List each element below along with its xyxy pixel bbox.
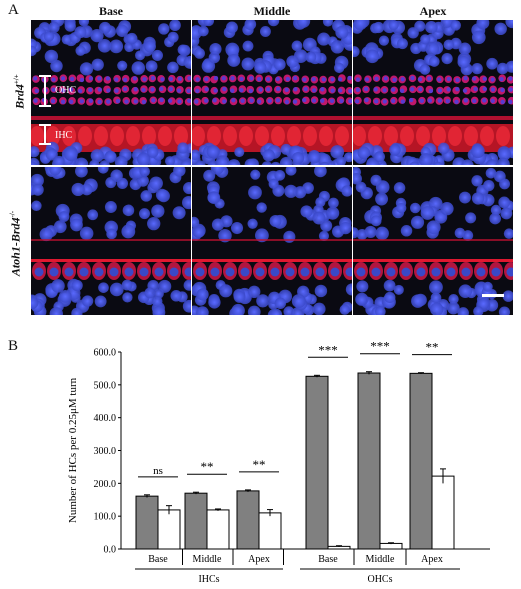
ohc-annotation: OHC xyxy=(55,85,76,96)
y-tick-label: 300.0 xyxy=(94,446,117,457)
y-tick-label: 200.0 xyxy=(94,479,117,490)
bar xyxy=(305,375,329,550)
significance-label: *** xyxy=(318,342,338,357)
y-tick-label: 400.0 xyxy=(94,413,117,424)
bar xyxy=(431,475,455,550)
row-label-knockout: Atoh1-Brd4-/- xyxy=(9,194,24,294)
y-tick-label: 100.0 xyxy=(94,512,117,523)
region-brackets: OHC IHC xyxy=(39,75,76,145)
row-label-wildtype: Brd4+/+ xyxy=(13,62,28,122)
significance-label: ** xyxy=(253,457,266,472)
category-label: Apex xyxy=(421,554,443,565)
row-label-knockout-genotype: -/- xyxy=(8,210,17,218)
micrograph-ko-middle xyxy=(192,167,352,315)
significance-label: *** xyxy=(370,339,390,354)
y-axis-label: Number of HCs per 0.25μM turn xyxy=(67,377,79,523)
category-label: Base xyxy=(148,554,168,565)
micrograph-ko-base xyxy=(31,167,191,315)
bar xyxy=(236,490,260,550)
category-label: Middle xyxy=(366,554,395,565)
bar xyxy=(258,512,282,550)
bar xyxy=(409,372,433,550)
row-label-wildtype-genotype: +/+ xyxy=(12,74,21,85)
scale-bar xyxy=(482,294,504,297)
column-label-middle: Middle xyxy=(253,4,291,18)
micrograph-wt-middle xyxy=(192,20,352,165)
significance-label: ** xyxy=(201,459,214,474)
ihc-annotation: IHC xyxy=(55,130,73,141)
bar xyxy=(184,492,208,550)
row-label-wildtype-text: Brd4 xyxy=(12,84,27,109)
column-label-apex: Apex xyxy=(419,4,447,18)
bar xyxy=(206,509,230,550)
bar xyxy=(135,495,159,550)
y-tick-label: 0.0 xyxy=(104,545,117,556)
category-label: Base xyxy=(318,554,338,565)
group-label-ihcs: IHCs xyxy=(198,574,219,585)
column-label-base: Base xyxy=(99,4,123,18)
micrograph-ko-apex xyxy=(353,167,513,315)
row-label-knockout-text: Atoh1-Brd4 xyxy=(8,217,23,277)
category-label: Apex xyxy=(248,554,270,565)
panel-a-letter: A xyxy=(8,2,19,18)
micrograph-wt-base xyxy=(31,20,191,165)
panel-b-letter: B xyxy=(8,338,19,354)
y-tick-label: 500.0 xyxy=(94,380,117,391)
hair-cell-count-chart: 0.0 100.0 200.0 300.0 400.0 500.0 600.0 Number … xyxy=(67,339,490,585)
bar xyxy=(379,542,403,550)
micrograph-wt-apex xyxy=(353,20,513,165)
category-label: Middle xyxy=(193,554,222,565)
bar xyxy=(357,372,381,550)
significance-label: ns xyxy=(153,465,163,477)
y-tick-label: 600.0 xyxy=(94,348,117,359)
significance-label: ** xyxy=(426,340,439,355)
group-label-ohcs: OHCs xyxy=(367,574,392,585)
bar xyxy=(157,509,181,550)
